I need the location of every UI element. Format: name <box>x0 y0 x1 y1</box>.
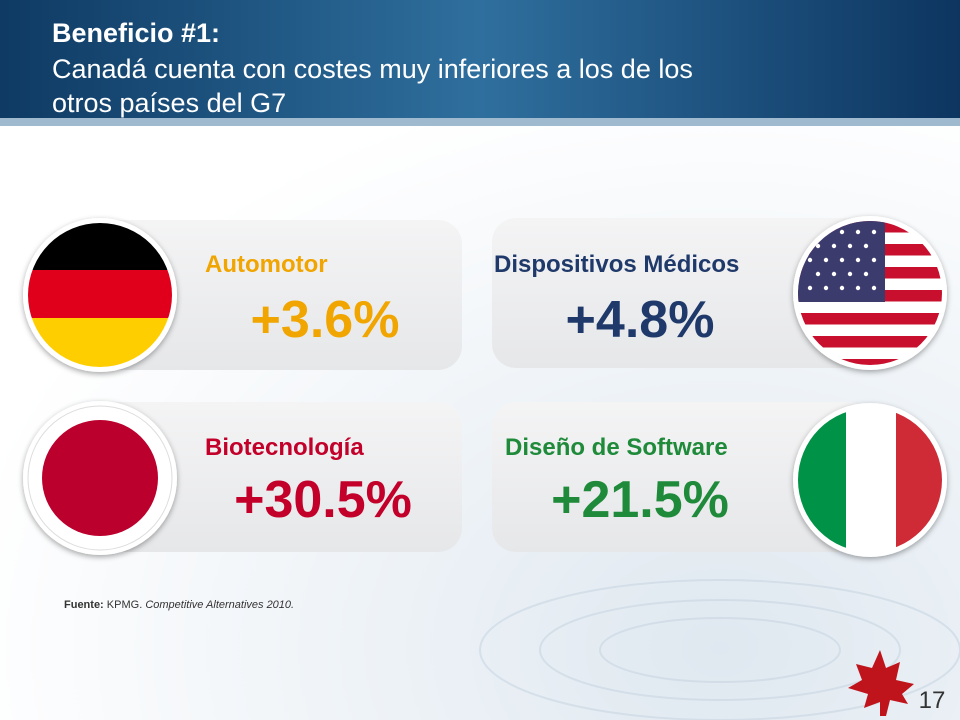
page-number: 17 <box>919 687 946 714</box>
card <box>80 220 462 370</box>
sector: Automotor <box>205 251 328 278</box>
value: +4.8% <box>566 291 715 349</box>
value: +30.5% <box>234 471 412 529</box>
card <box>492 402 872 552</box>
flag-italy <box>793 403 947 557</box>
flag-japan <box>23 401 177 555</box>
subtitle: otros países del G7 <box>52 88 286 118</box>
maple-leaf <box>848 650 914 716</box>
source-note: Fuente: KPMG. Competitive Alternatives 2… <box>64 599 294 611</box>
source-publication: Competitive Alternatives 2010. <box>145 599 294 611</box>
ripples <box>479 579 960 720</box>
sector: Dispositivos Médicos <box>494 251 739 278</box>
source-label: Fuente: <box>64 599 104 611</box>
card <box>492 218 872 368</box>
title: Beneficio #1: <box>52 18 220 48</box>
sector: Biotecnología <box>205 434 364 461</box>
header-rule <box>0 118 960 126</box>
sector: Diseño de Software <box>505 434 728 461</box>
source-org: KPMG. <box>107 599 142 611</box>
value: +3.6% <box>251 291 400 349</box>
header-band <box>0 0 960 122</box>
subtitle: Canadá cuenta con costes muy inferiores … <box>52 54 693 84</box>
flag-usa <box>793 216 947 370</box>
value: +21.5% <box>551 471 729 529</box>
card <box>80 402 462 552</box>
